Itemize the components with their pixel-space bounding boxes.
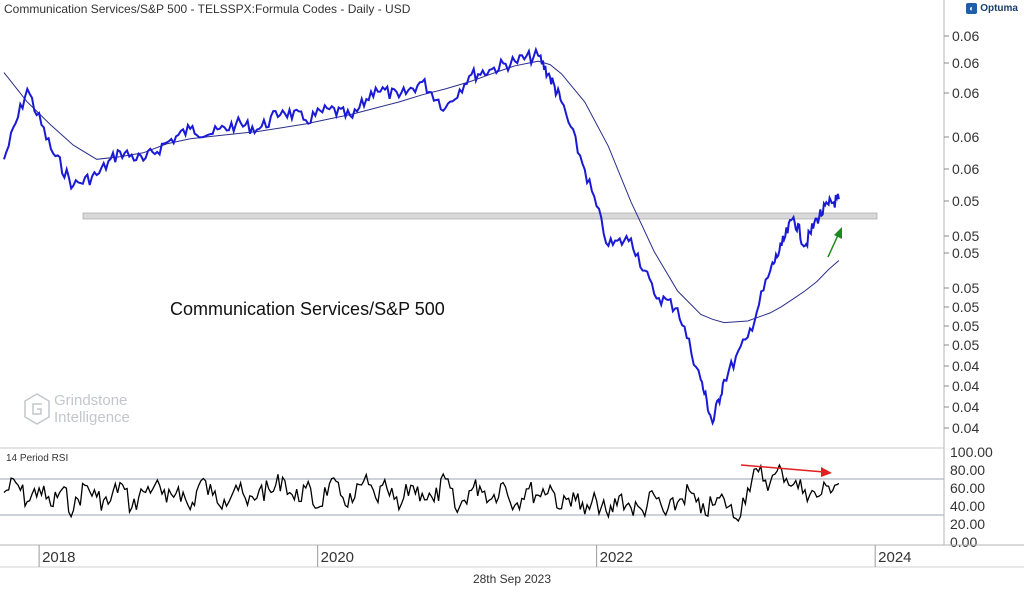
price-panel [3, 46, 878, 427]
price-tick-label: 0.06 [952, 55, 979, 71]
watermark: Grindstone Intelligence [24, 392, 130, 426]
price-tick-label: 0.06 [952, 129, 979, 145]
moving-average-line [3, 60, 840, 324]
divergence-arrow [740, 464, 832, 477]
y-axis: 0.060.060.060.060.060.050.050.050.050.05… [943, 0, 993, 550]
price-tick-label: 0.05 [952, 245, 979, 261]
price-tick-label: 0.04 [952, 420, 979, 436]
watermark-line-2: Intelligence [54, 409, 130, 426]
price-tick-label: 0.04 [952, 358, 979, 374]
price-tick-label: 0.06 [952, 28, 979, 44]
x-tick-label: 2020 [321, 549, 354, 566]
price-tick-label: 0.06 [952, 85, 979, 101]
price-tick-label: 0.05 [952, 228, 979, 244]
x-tick-labels: 2018 2020 2022 2024 [38, 545, 912, 567]
chart-title: Communication Services/S&P 500 [170, 299, 445, 319]
price-tick-label: 0.05 [952, 337, 979, 353]
rsi-tick-label: 0.00 [950, 534, 977, 550]
price-tick-labels: 0.060.060.060.060.060.050.050.050.050.05… [944, 28, 979, 436]
optuma-logo-icon: ◐ [966, 3, 978, 14]
price-tick-label: 0.05 [952, 299, 979, 315]
rsi-tick-label: 60.00 [950, 480, 985, 496]
rsi-tick-label: 40.00 [950, 498, 985, 514]
price-tick-label: 0.05 [952, 280, 979, 296]
rsi-panel [0, 447, 944, 523]
chart-header-title: Communication Services/S&P 500 - TELSSPX… [4, 2, 411, 16]
watermark-line-1: Grindstone [54, 392, 128, 409]
price-tick-label: 0.06 [952, 161, 979, 177]
x-tick-label: 2018 [42, 549, 75, 566]
rsi-tick-label: 80.00 [950, 462, 985, 478]
x-tick-label: 2024 [878, 549, 911, 566]
brand: ◐ Optuma [966, 3, 1018, 14]
support-zone [82, 212, 878, 220]
price-tick-label: 0.04 [952, 378, 979, 394]
grindstone-logo-icon [24, 393, 50, 425]
price-tick-label: 0.04 [952, 399, 979, 415]
breakout-arrow [827, 227, 842, 258]
price-tick-label: 0.05 [952, 318, 979, 334]
rsi-tick-label: 100.00 [950, 444, 993, 460]
price-line [3, 46, 840, 427]
rsi-tick-labels: 100.00 80.00 60.00 40.00 20.00 0.00 [950, 444, 993, 550]
rsi-line [3, 463, 840, 523]
rsi-panel-title: 14 Period RSI [6, 453, 69, 464]
price-tick-label: 0.05 [952, 193, 979, 209]
rsi-tick-label: 20.00 [950, 516, 985, 532]
x-axis: 2018 2020 2022 2024 [0, 544, 1024, 568]
brand-name: Optuma [980, 3, 1018, 14]
x-tick-label: 2022 [600, 549, 633, 566]
date-label: 28th Sep 2023 [472, 572, 552, 586]
